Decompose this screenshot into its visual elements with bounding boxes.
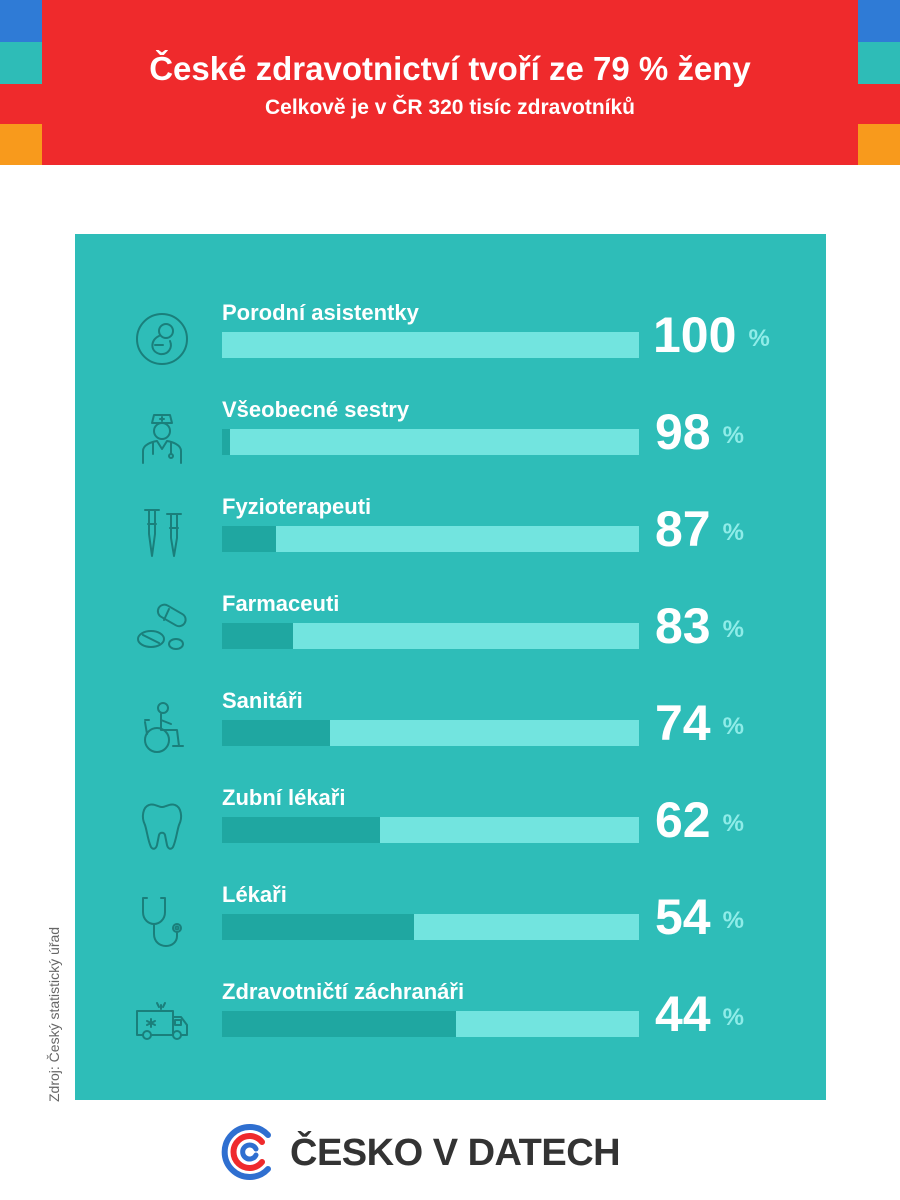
category-label: Zdravotničtí záchranáři xyxy=(222,979,464,1005)
source-note: Zdroj: Český statistický úřad xyxy=(46,927,62,1102)
data-label-value: 83 xyxy=(655,598,711,654)
category-label: Farmaceuti xyxy=(222,591,339,617)
data-label-unit: % xyxy=(723,713,744,740)
category-label: Porodní asistentky xyxy=(222,300,419,326)
chart-row: Zubní lékaři 62% xyxy=(75,785,826,875)
data-label-value: 62 xyxy=(655,792,711,848)
data-label: 74% xyxy=(655,698,744,748)
data-label: 62% xyxy=(655,795,744,845)
stethoscope-icon xyxy=(133,892,191,950)
chart-row: Všeobecné sestry 98% xyxy=(75,397,826,487)
corner-block-blue-left xyxy=(0,0,42,42)
bar-mark xyxy=(222,623,293,649)
data-label-value: 100 xyxy=(653,307,736,363)
bar-track xyxy=(222,429,639,455)
bar-mark xyxy=(222,429,230,455)
bar-track xyxy=(222,914,639,940)
wheelchair-icon xyxy=(133,698,191,756)
bar-track xyxy=(222,526,639,552)
nurse-icon xyxy=(133,407,191,465)
data-label-unit: % xyxy=(723,810,744,837)
data-label: 83% xyxy=(655,601,744,651)
chart-title: České zdravotnictví tvoří ze 79 % ženy xyxy=(0,50,900,88)
chart-row: Lékaři 54% xyxy=(75,882,826,972)
data-label-value: 98 xyxy=(655,404,711,460)
data-label-value: 87 xyxy=(655,501,711,557)
chart-row: Sanitáři 74% xyxy=(75,688,826,778)
chart-row: Fyzioterapeuti 87% xyxy=(75,494,826,584)
chart-panel: Porodní asistentky 100% Všeobecné sestry 98… xyxy=(75,234,826,1100)
ambulance-icon xyxy=(133,989,191,1047)
bar-track xyxy=(222,817,639,843)
corner-block-orange-right xyxy=(858,124,900,165)
category-label: Zubní lékaři xyxy=(222,785,345,811)
data-label-value: 54 xyxy=(655,889,711,945)
brand-logo-icon xyxy=(220,1123,278,1181)
data-label-unit: % xyxy=(723,1004,744,1031)
data-label-unit: % xyxy=(723,907,744,934)
bar-track xyxy=(222,1011,639,1037)
bar-track xyxy=(222,332,639,358)
corner-block-orange-left xyxy=(0,124,42,165)
bar-mark xyxy=(222,526,276,552)
data-label-unit: % xyxy=(723,422,744,449)
data-label-value: 44 xyxy=(655,986,711,1042)
data-label: 87% xyxy=(655,504,744,554)
category-label: Sanitáři xyxy=(222,688,303,714)
data-label: 98% xyxy=(655,407,744,457)
bar-track xyxy=(222,720,639,746)
tooth-icon xyxy=(133,795,191,853)
category-label: Fyzioterapeuti xyxy=(222,494,371,520)
chart-row: Porodní asistentky 100% xyxy=(75,300,826,390)
category-label: Všeobecné sestry xyxy=(222,397,409,423)
pills-icon xyxy=(133,601,191,659)
bar-mark xyxy=(222,720,330,746)
bar-mark xyxy=(222,817,380,843)
brand-logo-text: ČESKO V DATECH xyxy=(290,1132,620,1175)
data-label-unit: % xyxy=(723,616,744,643)
data-label: 54% xyxy=(655,892,744,942)
bar-mark xyxy=(222,1011,456,1037)
data-label-value: 74 xyxy=(655,695,711,751)
chart-subtitle: Celkově je v ČR 320 tisíc zdravotníků xyxy=(0,96,900,120)
chart-row: Farmaceuti 83% xyxy=(75,591,826,681)
bar-track xyxy=(222,623,639,649)
corner-block-blue-right xyxy=(858,0,900,42)
chart-row: Zdravotničtí záchranáři 44% xyxy=(75,979,826,1069)
data-label: 100% xyxy=(653,310,770,360)
data-label-unit: % xyxy=(748,325,769,352)
header-banner: České zdravotnictví tvoří ze 79 % ženy C… xyxy=(0,0,900,165)
bar-mark xyxy=(222,914,414,940)
brand-logo: ČESKO V DATECH xyxy=(220,1123,680,1183)
category-label: Lékaři xyxy=(222,882,287,908)
data-label-unit: % xyxy=(723,519,744,546)
crutches-icon xyxy=(133,504,191,562)
data-label: 44% xyxy=(655,989,744,1039)
fetus-icon xyxy=(133,310,191,368)
